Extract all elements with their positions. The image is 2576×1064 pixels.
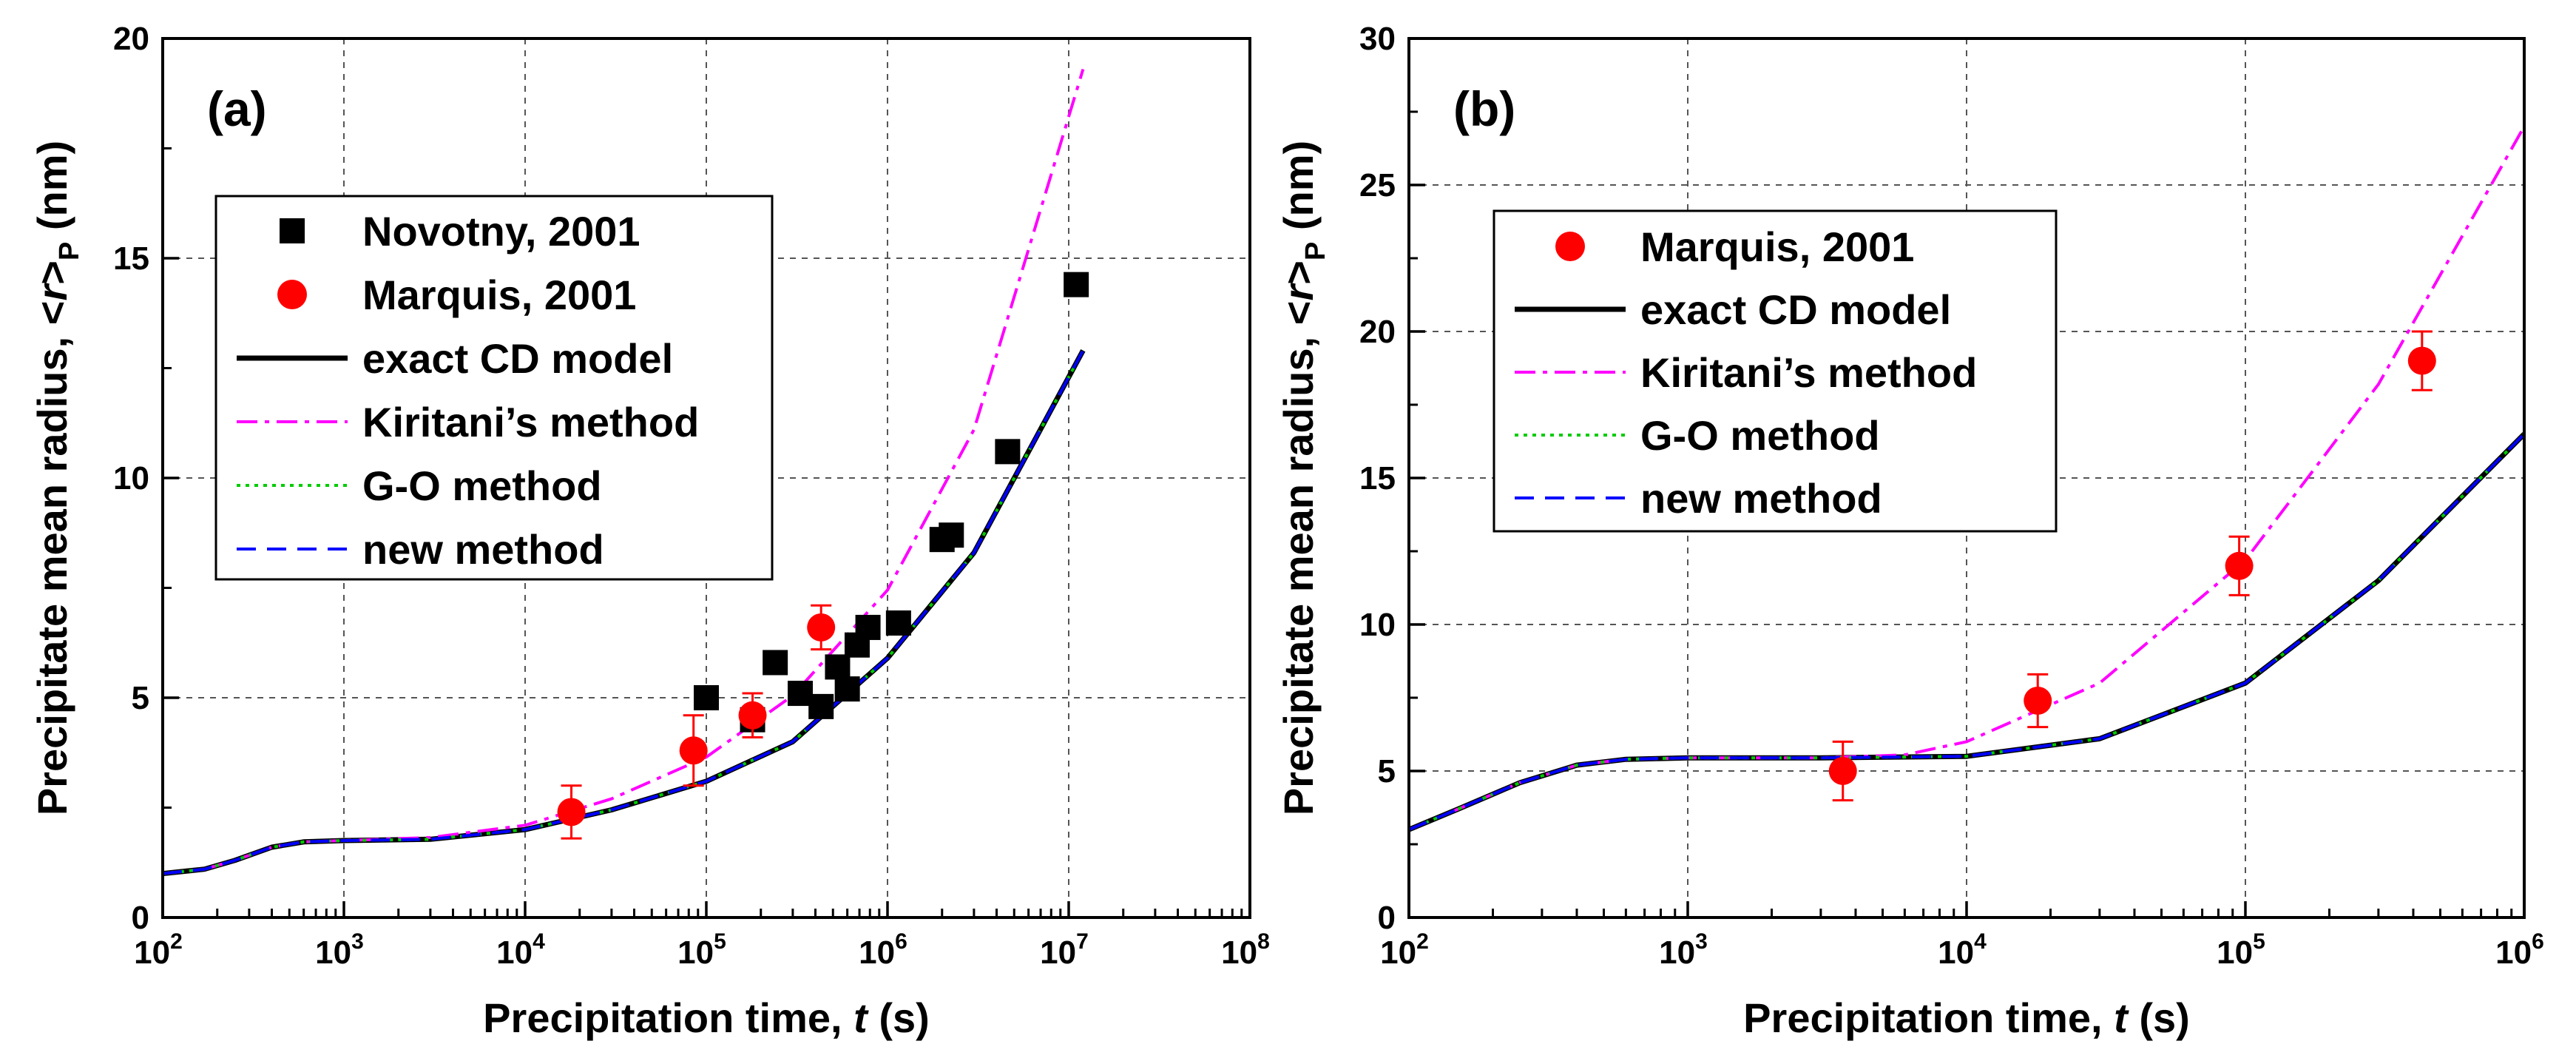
y-tick-label: 0 xyxy=(132,900,149,936)
y-axis-label: Precipitate mean radius, <r>P (nm) xyxy=(1275,141,1331,815)
legend-entry-label: G-O method xyxy=(1640,412,1880,459)
data-point-circle xyxy=(807,613,836,642)
legend-entry-label: Marquis, 2001 xyxy=(362,272,636,318)
data-point-square xyxy=(855,614,881,640)
data-point-square xyxy=(763,650,788,676)
legend-box xyxy=(214,195,774,581)
legend-marker-square xyxy=(280,218,305,243)
legend-entry-label: Novotny, 2001 xyxy=(362,208,640,255)
plot-frame xyxy=(1407,37,2526,919)
x-tick-label: 103 xyxy=(315,929,364,971)
y-tick-label: 15 xyxy=(1359,460,1396,496)
legend-entry-label: new method xyxy=(362,526,604,573)
legend-marker-circle xyxy=(1555,232,1585,261)
data-point-square xyxy=(808,693,834,719)
data-point-circle xyxy=(2225,551,2254,580)
data-point-circle xyxy=(2024,686,2052,715)
y-tick-label: 20 xyxy=(113,21,149,57)
y-tick-label: 25 xyxy=(1359,167,1396,203)
plot-frame xyxy=(161,37,1251,919)
y-tick-label: 30 xyxy=(1359,21,1396,57)
data-point-square xyxy=(825,654,851,680)
legend-marker-circle xyxy=(277,280,307,309)
y-tick-label: 10 xyxy=(113,460,149,496)
legend-entry-label: exact CD model xyxy=(1640,286,1951,333)
x-axis-label: Precipitation time, t (s) xyxy=(483,994,930,1041)
panel-label: (a) xyxy=(207,81,267,136)
x-tick-label: 106 xyxy=(859,929,907,971)
data-point-square xyxy=(885,610,911,636)
plot-area xyxy=(1409,125,2524,832)
panel-label: (b) xyxy=(1453,81,1515,136)
x-tick-label: 106 xyxy=(2495,929,2544,971)
x-tick-label: 102 xyxy=(1380,929,1429,971)
legend-entry-label: exact CD model xyxy=(362,335,673,382)
y-tick-label: 20 xyxy=(1359,314,1396,350)
data-point-square xyxy=(1064,272,1089,297)
x-tick-label: 105 xyxy=(677,929,726,971)
legend-box xyxy=(1492,209,2058,533)
x-tick-label: 108 xyxy=(1221,929,1270,971)
y-tick-label: 0 xyxy=(1378,900,1396,936)
data-point-circle xyxy=(679,736,708,765)
legend-entry-label: Kiritani’s method xyxy=(362,399,699,445)
y-tick-label: 5 xyxy=(1378,753,1396,789)
x-axis-label: Precipitation time, t (s) xyxy=(1743,994,2190,1041)
data-point-circle xyxy=(557,798,586,826)
series-line-new-method xyxy=(1409,433,2524,832)
x-tick-label: 107 xyxy=(1040,929,1089,971)
x-tick-label: 103 xyxy=(1659,929,1708,971)
data-point-square xyxy=(995,439,1021,465)
data-point-square xyxy=(694,685,719,710)
legend-entry-label: Marquis, 2001 xyxy=(1640,223,1914,270)
data-point-square xyxy=(834,676,860,702)
plot-area xyxy=(163,69,1089,877)
y-tick-label: 15 xyxy=(113,240,149,277)
legend-entry-label: Kiritani’s method xyxy=(1640,349,1977,396)
series-line-new-method xyxy=(163,349,1085,875)
panel-b: 102 103 104 105 106 0 5 10 15 20 25 30 (b) Precipitat… xyxy=(1275,21,2544,1041)
data-point-circle xyxy=(2407,346,2436,375)
data-point-circle xyxy=(738,701,767,730)
y-tick-label: 10 xyxy=(1359,607,1396,643)
panel-a: 102 103 104 105 106 107 108 0 5 10 15 20 (a) Precipit… xyxy=(29,21,1270,1041)
series-line-g-o-method xyxy=(163,349,1085,875)
data-point-square xyxy=(939,522,964,548)
legend-entry-label: new method xyxy=(1640,475,1882,522)
data-point-circle xyxy=(1828,757,1857,785)
y-axis-label: Precipitate mean radius, <r>P (nm) xyxy=(29,141,85,815)
x-tick-label: 102 xyxy=(134,929,183,971)
y-tick-label: 5 xyxy=(132,680,149,716)
x-tick-label: 104 xyxy=(496,929,545,971)
x-tick-label: 104 xyxy=(1938,929,1987,971)
legend-entry-label: G-O method xyxy=(362,462,602,509)
x-tick-label: 105 xyxy=(2217,929,2265,971)
